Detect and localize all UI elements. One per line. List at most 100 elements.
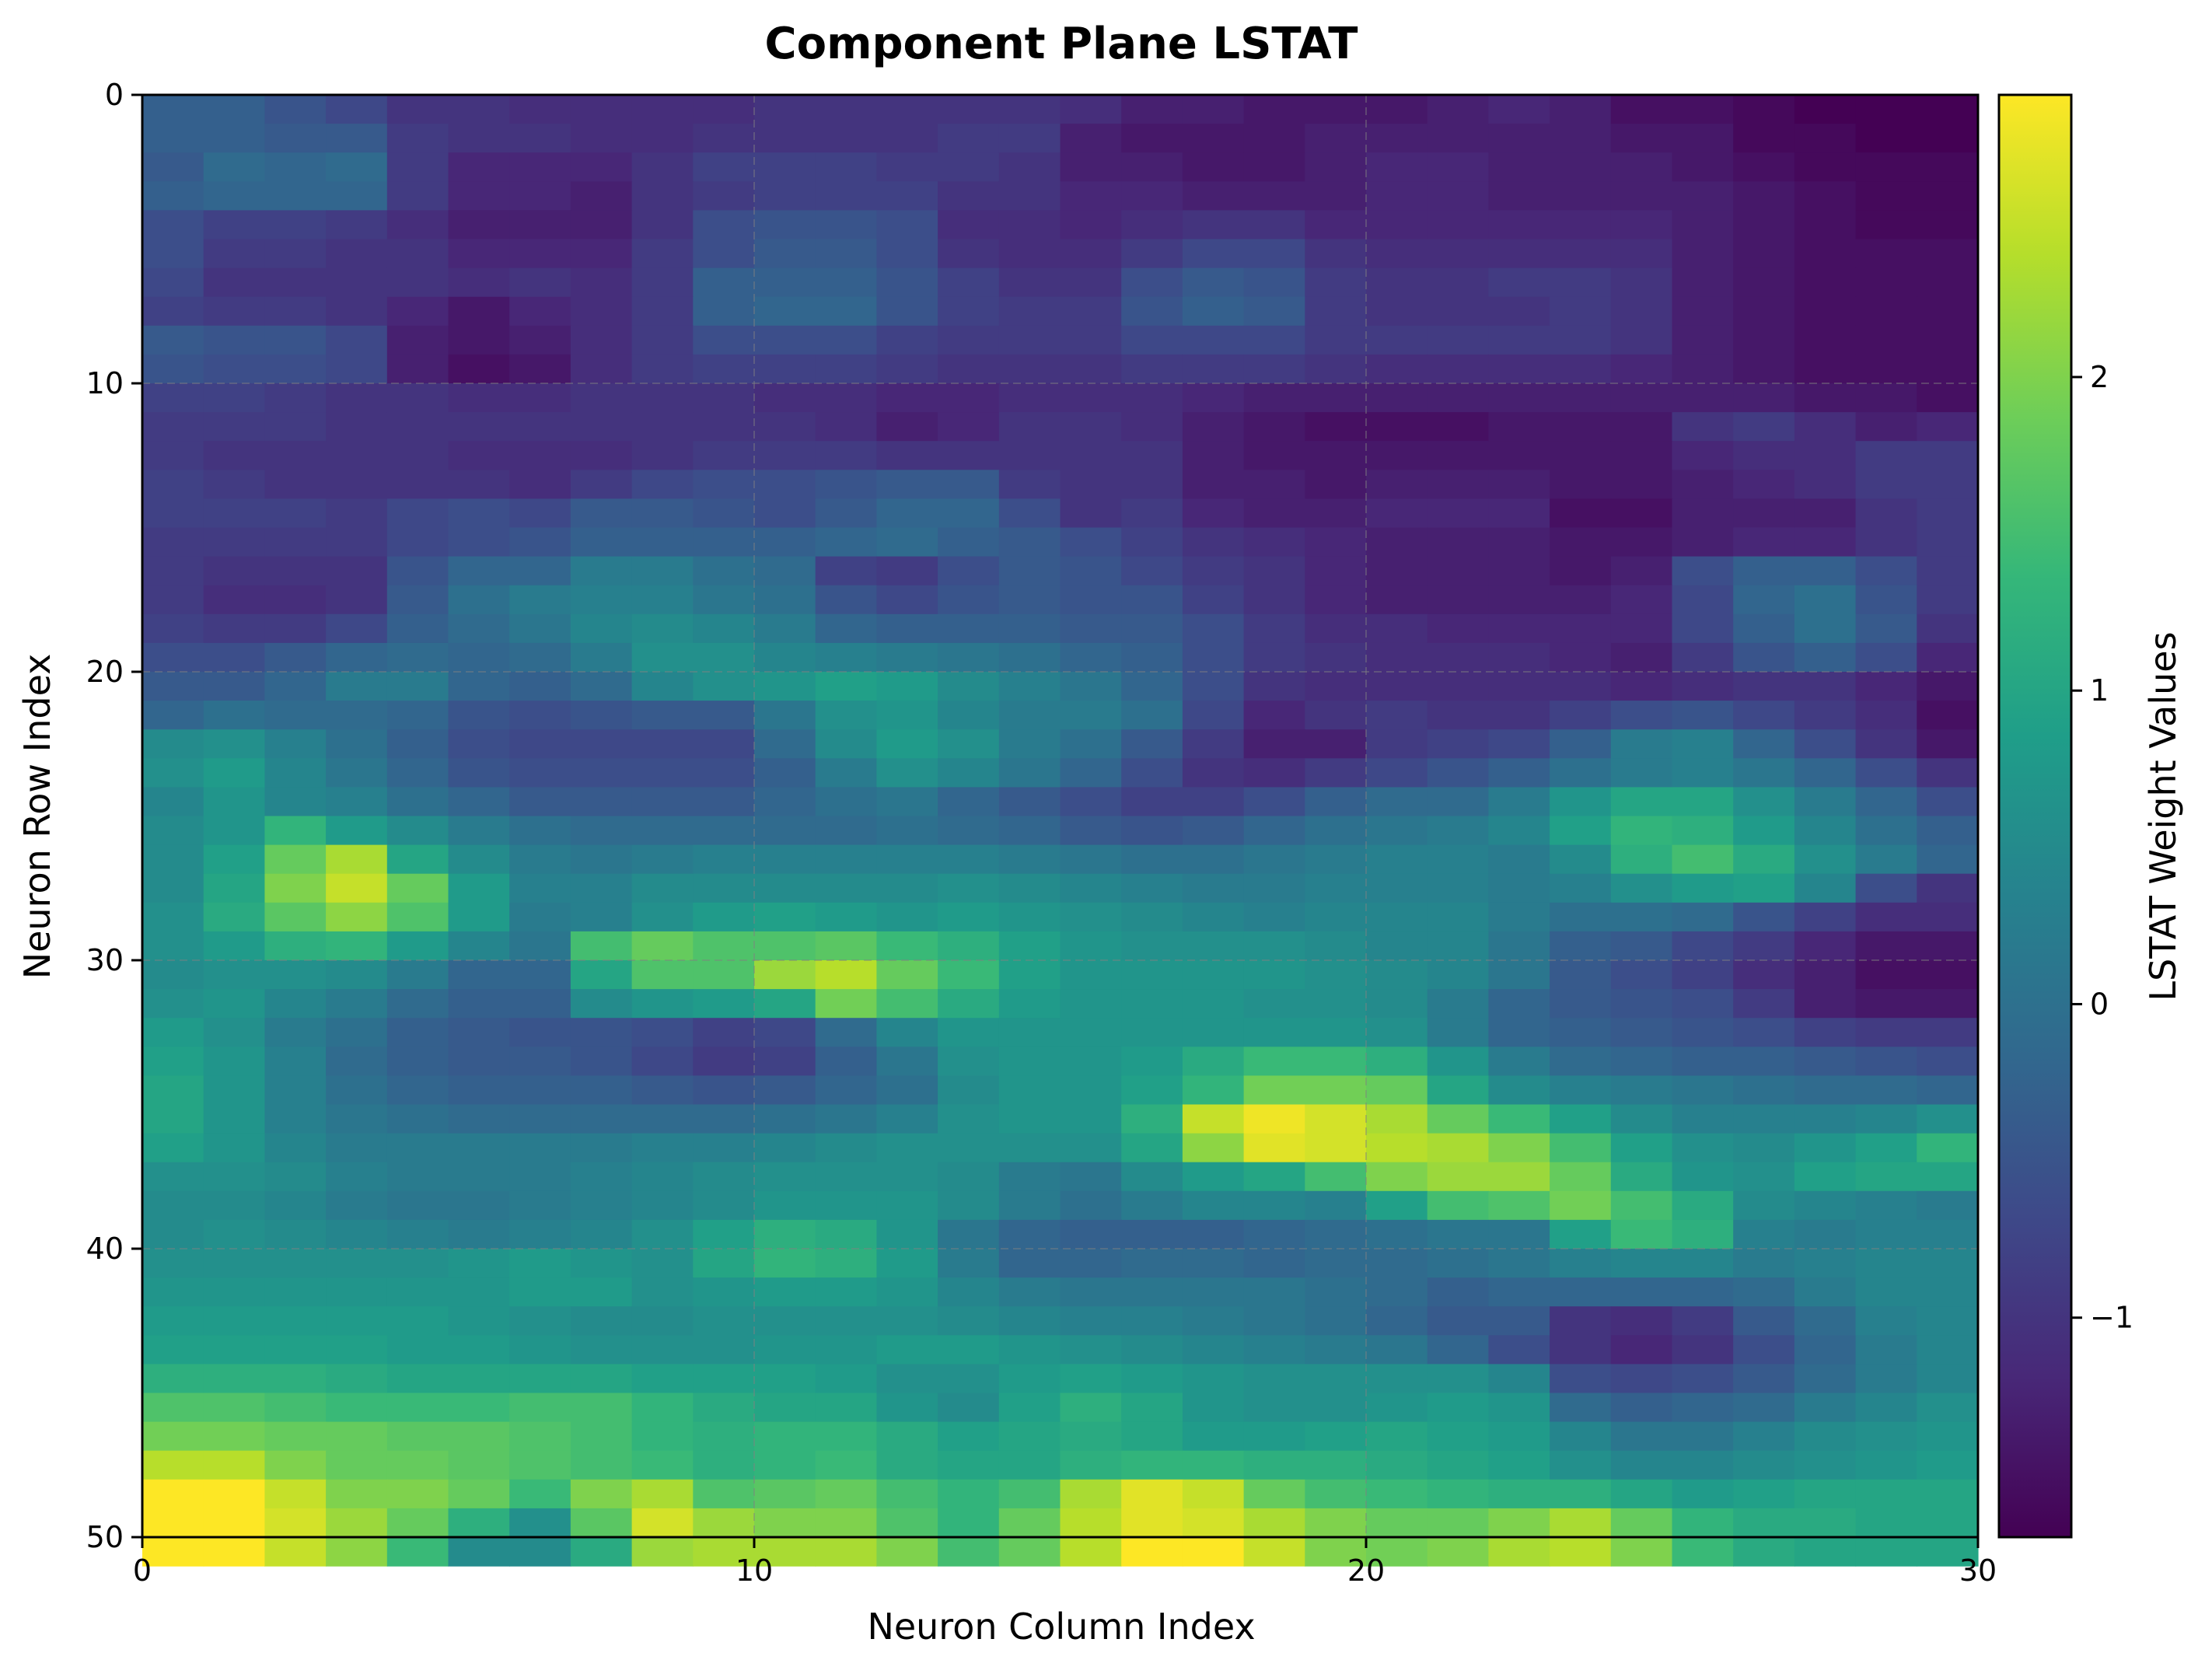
heatmap-cell bbox=[815, 527, 877, 557]
heatmap-cell bbox=[1305, 729, 1367, 759]
heatmap-cell bbox=[1733, 498, 1795, 529]
heatmap-cell bbox=[1917, 152, 1979, 182]
heatmap-cell bbox=[1427, 124, 1489, 153]
heatmap-cell bbox=[693, 931, 755, 961]
heatmap-cell bbox=[1305, 1104, 1367, 1134]
heatmap-cell bbox=[142, 931, 204, 961]
heatmap-cell bbox=[1610, 989, 1673, 1019]
heatmap-cell bbox=[326, 902, 388, 932]
heatmap-cell bbox=[570, 1277, 633, 1307]
heatmap-cell bbox=[1917, 989, 1979, 1019]
heatmap-cell bbox=[1243, 1421, 1305, 1452]
heatmap-cell bbox=[1427, 95, 1489, 124]
heatmap-cell bbox=[509, 642, 571, 673]
heatmap-cell bbox=[1917, 1018, 1979, 1047]
heatmap-cell bbox=[998, 989, 1061, 1019]
heatmap-cell bbox=[1243, 989, 1305, 1019]
heatmap-cell bbox=[1305, 124, 1367, 153]
heatmap-cell bbox=[693, 1190, 755, 1221]
heatmap-cell bbox=[509, 441, 571, 470]
heatmap-cell bbox=[509, 1047, 571, 1076]
heatmap-cell bbox=[1610, 181, 1673, 211]
heatmap-cell bbox=[1305, 1133, 1367, 1163]
heatmap-cell bbox=[1305, 1537, 1367, 1567]
heatmap-cell bbox=[1672, 95, 1734, 124]
heatmap-cell bbox=[1182, 1075, 1245, 1106]
heatmap-cell bbox=[1550, 239, 1612, 269]
heatmap-cell bbox=[1366, 412, 1428, 442]
heatmap-cell bbox=[1610, 124, 1673, 153]
heatmap-cell bbox=[1243, 787, 1305, 817]
heatmap-cell bbox=[631, 585, 694, 615]
heatmap-cell bbox=[1917, 1364, 1979, 1394]
heatmap-cell bbox=[203, 931, 265, 961]
heatmap-cell bbox=[1427, 931, 1489, 961]
heatmap-cell bbox=[264, 1018, 327, 1047]
heatmap-cell bbox=[1550, 296, 1612, 327]
heatmap-cell bbox=[938, 1508, 1000, 1538]
heatmap-cell bbox=[1794, 527, 1857, 557]
heatmap-cell bbox=[693, 960, 755, 990]
heatmap-cell bbox=[1733, 124, 1795, 153]
heatmap-cell bbox=[326, 1306, 388, 1336]
heatmap-cell bbox=[1610, 758, 1673, 788]
heatmap-cell bbox=[876, 325, 938, 355]
heatmap-cell bbox=[693, 672, 755, 701]
heatmap-cell bbox=[1550, 1364, 1612, 1394]
heatmap-cell bbox=[815, 1364, 877, 1394]
heatmap-cell bbox=[1917, 1190, 1979, 1221]
heatmap-cell bbox=[1182, 441, 1245, 470]
heatmap-cell bbox=[1243, 1393, 1305, 1423]
heatmap-cell bbox=[998, 1018, 1061, 1047]
heatmap-cell bbox=[386, 1277, 449, 1307]
heatmap-cell bbox=[1550, 787, 1612, 817]
heatmap-cell bbox=[142, 1047, 204, 1076]
heatmap-cell bbox=[1610, 95, 1673, 124]
heatmap-cell bbox=[142, 296, 204, 327]
heatmap-cell bbox=[1794, 498, 1857, 529]
heatmap-cell bbox=[1794, 1479, 1857, 1509]
heatmap-cell bbox=[754, 701, 816, 730]
heatmap-cell bbox=[1794, 758, 1857, 788]
heatmap-cell bbox=[448, 1393, 510, 1423]
heatmap-cell bbox=[509, 1335, 571, 1365]
heatmap-cell bbox=[1917, 1306, 1979, 1336]
heatmap-cell bbox=[1917, 585, 1979, 615]
heatmap-cell bbox=[815, 729, 877, 759]
heatmap-cell bbox=[1917, 1479, 1979, 1509]
heatmap-cell bbox=[1855, 1479, 1917, 1509]
heatmap-cell bbox=[1917, 124, 1979, 153]
heatmap-cell bbox=[1488, 1133, 1550, 1163]
heatmap-cell bbox=[938, 989, 1000, 1019]
heatmap-cell bbox=[1366, 210, 1428, 240]
heatmap-cell bbox=[631, 1018, 694, 1047]
heatmap-cell bbox=[1182, 1047, 1245, 1076]
heatmap-cell bbox=[1733, 1450, 1795, 1480]
heatmap-cell bbox=[998, 642, 1061, 673]
heatmap-cell bbox=[938, 729, 1000, 759]
heatmap-cell bbox=[570, 1249, 633, 1278]
heatmap-cell bbox=[1060, 729, 1122, 759]
heatmap-cell bbox=[1243, 556, 1305, 586]
heatmap-cell bbox=[1855, 787, 1917, 817]
heatmap-cell bbox=[998, 267, 1061, 298]
heatmap-cell bbox=[1794, 1277, 1857, 1307]
heatmap-cell bbox=[1733, 902, 1795, 932]
heatmap-cell bbox=[326, 1018, 388, 1047]
heatmap-cell bbox=[815, 354, 877, 384]
heatmap-cell bbox=[1243, 1450, 1305, 1480]
heatmap-cell bbox=[386, 1104, 449, 1134]
heatmap-cell bbox=[938, 787, 1000, 817]
heatmap-cell bbox=[448, 325, 510, 355]
heatmap-cell bbox=[693, 470, 755, 499]
heatmap-cell bbox=[1243, 412, 1305, 442]
heatmap-cell bbox=[1550, 1450, 1612, 1480]
heatmap-cell bbox=[509, 1219, 571, 1249]
heatmap-cell bbox=[264, 470, 327, 499]
heatmap-cell bbox=[1672, 787, 1734, 817]
heatmap-cell bbox=[1305, 585, 1367, 615]
heatmap-cell bbox=[1917, 267, 1979, 298]
heatmap-cell bbox=[570, 296, 633, 327]
heatmap-cell bbox=[326, 1479, 388, 1509]
heatmap-cell bbox=[693, 1075, 755, 1106]
